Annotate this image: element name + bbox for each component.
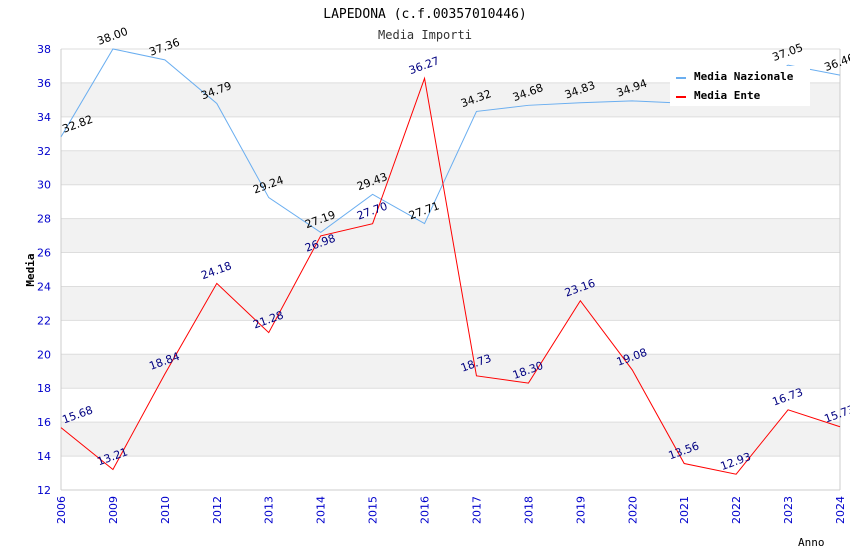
data-label: 15.73 [823, 403, 850, 426]
x-tick-label: 2019 [574, 496, 587, 524]
data-label: 37.36 [147, 36, 181, 59]
x-tick-label: 2010 [159, 496, 172, 524]
data-label: 16.73 [771, 386, 805, 409]
grid-band [61, 354, 840, 389]
chart-title: LAPEDONA (c.f.00357010446) [323, 7, 527, 22]
y-tick-label: 20 [37, 348, 51, 361]
data-label: 36.27 [407, 54, 441, 77]
x-axis-title: Anno [798, 536, 825, 549]
chart-subtitle: Media Importi [378, 28, 472, 42]
x-tick-label: 2013 [263, 496, 276, 524]
y-tick-label: 34 [37, 111, 51, 124]
x-tick-label: 2020 [626, 496, 639, 524]
data-label: 24.18 [199, 259, 233, 282]
grid-band [61, 422, 840, 457]
y-tick-label: 38 [37, 43, 51, 56]
x-tick-label: 2022 [730, 496, 743, 524]
legend-entry: Media Nazionale [694, 70, 794, 83]
grid-band [61, 218, 840, 253]
y-tick-label: 16 [37, 416, 51, 429]
x-tick-label: 2018 [522, 496, 535, 524]
x-tick-label: 2006 [55, 496, 68, 524]
y-tick-label: 32 [37, 145, 51, 158]
y-tick-label: 18 [37, 382, 51, 395]
y-tick-label: 12 [37, 484, 51, 497]
data-label: 37.05 [771, 41, 805, 64]
y-tick-label: 14 [37, 450, 51, 463]
x-tick-label: 2009 [107, 496, 120, 524]
x-tick-label: 2024 [834, 496, 847, 524]
y-tick-label: 22 [37, 314, 51, 327]
y-tick-label: 26 [37, 247, 51, 260]
x-tick-label: 2016 [419, 496, 432, 524]
x-tick-label: 2017 [470, 496, 483, 524]
x-tick-label: 2012 [211, 496, 224, 524]
x-tick-label: 2023 [782, 496, 795, 524]
legend-entry: Media Ente [694, 89, 761, 102]
x-tick-label: 2015 [367, 496, 380, 524]
series-line-ente [60, 76, 841, 475]
data-label: 38.00 [96, 25, 130, 48]
x-tick-label: 2021 [678, 496, 691, 524]
x-tick-label: 2014 [315, 496, 328, 524]
y-tick-label: 28 [37, 213, 51, 226]
grid-band [61, 286, 840, 321]
y-axis-title: Media [24, 253, 37, 286]
y-tick-label: 30 [37, 179, 51, 192]
y-tick-label: 36 [37, 77, 51, 90]
data-label: 36.46 [823, 51, 850, 74]
legend-box [670, 66, 810, 106]
y-tick-label: 24 [37, 280, 51, 293]
